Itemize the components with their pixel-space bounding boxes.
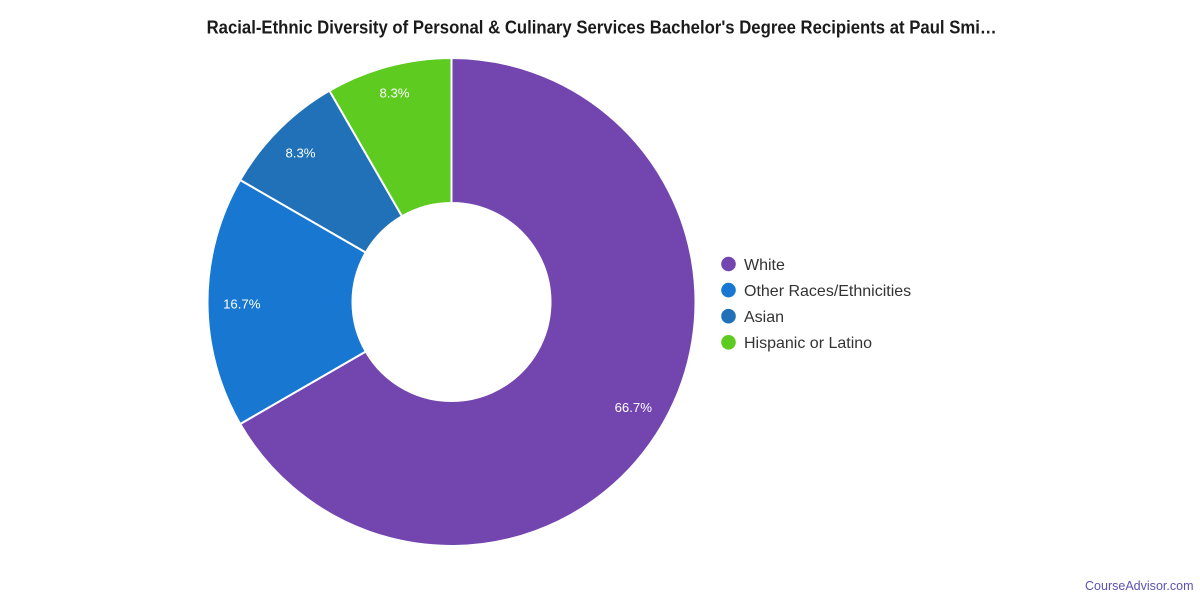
svg-text:Asian: Asian <box>744 309 784 326</box>
svg-text:Racial-Ethnic Diversity of Per: Racial-Ethnic Diversity of Personal & Cu… <box>207 17 997 37</box>
svg-text:CourseAdvisor.com: CourseAdvisor.com <box>1085 578 1194 593</box>
svg-text:8.3%: 8.3% <box>379 85 409 100</box>
svg-text:White: White <box>744 257 785 274</box>
svg-text:Hispanic or Latino: Hispanic or Latino <box>744 335 872 352</box>
svg-text:8.3%: 8.3% <box>285 146 315 161</box>
svg-text:Other Races/Ethnicities: Other Races/Ethnicities <box>744 283 911 300</box>
svg-text:66.7%: 66.7% <box>615 400 653 415</box>
svg-text:16.7%: 16.7% <box>223 297 261 312</box>
